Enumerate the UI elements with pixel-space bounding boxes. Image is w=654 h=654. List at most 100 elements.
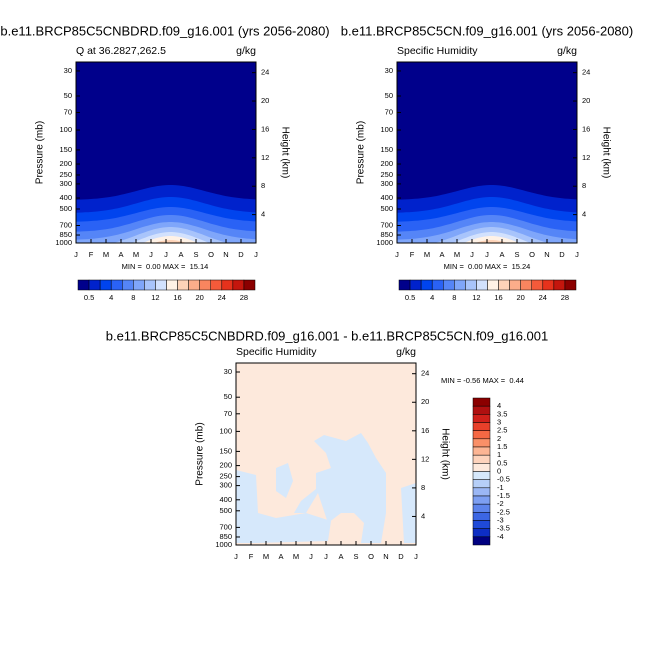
x-tick-label: D — [398, 552, 404, 561]
colorbar-box — [472, 471, 491, 480]
colorbar-box — [144, 279, 156, 291]
colorbar-box — [77, 279, 90, 291]
colorbar-tick-label: 12 — [151, 293, 159, 302]
x-tick-label: J — [149, 250, 153, 259]
colorbar-tick-label: 4 — [430, 293, 434, 302]
y-tick-label: 30 — [64, 66, 72, 75]
x-tick-label: F — [249, 552, 254, 561]
x-tick-label: M — [263, 552, 269, 561]
colorbar-tick-label: 2.5 — [497, 426, 507, 435]
colorbar-tick-label: 1.5 — [497, 442, 507, 451]
x-tick-label: O — [529, 250, 535, 259]
y-tick-label: 30 — [224, 367, 232, 376]
colorbar-tick-label: 20 — [517, 293, 525, 302]
y2-axis-label: Height (km) — [439, 428, 450, 480]
units-label: g/kg — [396, 346, 416, 358]
colorbar-box — [472, 503, 491, 513]
x-tick-label: J — [395, 250, 399, 259]
colorbar-box — [472, 405, 491, 415]
x-tick-label: J — [309, 552, 313, 561]
y2-tick-label: 16 — [582, 124, 590, 133]
y-tick-label: 1000 — [376, 238, 393, 247]
colorbar-tick-label: 0.5 — [497, 458, 507, 467]
colorbar-box — [472, 422, 491, 431]
contour-band — [294, 433, 386, 543]
y-tick-label: 200 — [59, 159, 72, 168]
stats-label: MIN = -0.56 MAX = 0.44 — [441, 376, 524, 385]
colorbar-box — [472, 438, 491, 448]
units-label: g/kg — [557, 45, 577, 57]
y2-tick-label: 12 — [421, 454, 429, 463]
y-tick-label: 50 — [385, 91, 393, 100]
colorbar-tick-label: -1 — [497, 483, 504, 492]
panel: b.e11.BRCP85C5CNBDRD.f09_g16.001 - b.e11… — [106, 328, 549, 561]
y2-tick-label: 20 — [421, 397, 429, 406]
x-tick-label: O — [208, 250, 214, 259]
panel-title: b.e11.BRCP85C5CN.f09_g16.001 (yrs 2056-2… — [341, 23, 633, 38]
colorbar-box — [221, 279, 234, 291]
colorbar-box — [472, 446, 491, 456]
y2-tick-label: 20 — [261, 96, 269, 105]
y-tick-label: 50 — [224, 392, 232, 401]
x-tick-label: J — [575, 250, 579, 259]
y-tick-label: 70 — [385, 108, 393, 117]
y-tick-label: 250 — [380, 170, 393, 179]
panel-title: b.e11.BRCP85C5CNBDRD.f09_g16.001 - b.e11… — [106, 328, 549, 343]
colorbar-tick-label: -2.5 — [497, 507, 510, 516]
stats-label: MIN = 0.00 MAX = 15.14 — [122, 262, 209, 271]
y-tick-label: 150 — [219, 446, 232, 455]
colorbar-box — [431, 279, 444, 291]
colorbar-tick-label: 28 — [240, 293, 248, 302]
y-tick-label: 100 — [59, 125, 72, 134]
colorbar-box — [88, 279, 101, 291]
colorbar-box — [472, 463, 491, 472]
x-tick-label: M — [454, 250, 460, 259]
y2-tick-label: 16 — [421, 426, 429, 435]
y-tick-label: 200 — [380, 159, 393, 168]
y-tick-label: 100 — [219, 426, 232, 435]
colorbar-box — [553, 279, 566, 291]
x-tick-label: M — [103, 250, 109, 259]
x-tick-label: S — [193, 250, 198, 259]
x-tick-label: A — [439, 250, 444, 259]
colorbar-box — [166, 279, 178, 291]
y-tick-label: 1000 — [215, 540, 232, 549]
colorbar-tick-label: 24 — [539, 293, 547, 302]
colorbar-tick-label: -2 — [497, 499, 504, 508]
colorbar-box — [454, 279, 466, 291]
y-tick-label: 1000 — [55, 238, 72, 247]
x-tick-label: A — [178, 250, 183, 259]
x-tick-label: J — [164, 250, 168, 259]
y2-tick-label: 20 — [582, 96, 590, 105]
panel: b.e11.BRCP85C5CN.f09_g16.001 (yrs 2056-2… — [341, 23, 633, 302]
y-axis-label: Pressure (mb) — [35, 121, 46, 184]
colorbar-tick-label: 3.5 — [497, 409, 507, 418]
y2-tick-label: 4 — [261, 210, 265, 219]
x-tick-label: J — [414, 552, 418, 561]
colorbar-box — [398, 279, 411, 291]
colorbar-tick-label: 16 — [494, 293, 502, 302]
colorbar-box — [509, 279, 521, 291]
colorbar-tick-label: 0 — [497, 466, 501, 475]
y2-axis-label: Height (km) — [600, 127, 611, 179]
colorbar-box — [472, 487, 491, 497]
panel-title: b.e11.BRCP85C5CNBDRD.f09_g16.001 (yrs 20… — [0, 23, 329, 38]
y-tick-label: 400 — [380, 193, 393, 202]
colorbar-box — [472, 528, 491, 538]
y2-tick-label: 8 — [261, 181, 265, 190]
colorbar-box — [99, 279, 112, 291]
x-tick-label: N — [544, 250, 549, 259]
y-tick-label: 70 — [64, 108, 72, 117]
contour-band — [463, 236, 520, 243]
x-tick-label: J — [234, 552, 238, 561]
y2-tick-label: 4 — [582, 210, 586, 219]
panel: b.e11.BRCP85C5CNBDRD.f09_g16.001 (yrs 20… — [0, 23, 329, 302]
x-tick-label: S — [514, 250, 519, 259]
y-tick-label: 150 — [59, 145, 72, 154]
x-tick-label: D — [559, 250, 565, 259]
y-tick-label: 500 — [59, 204, 72, 213]
x-tick-label: J — [74, 250, 78, 259]
y-tick-label: 700 — [219, 522, 232, 531]
x-tick-label: J — [485, 250, 489, 259]
panel-subtitle: Specific Humidity — [397, 45, 478, 57]
